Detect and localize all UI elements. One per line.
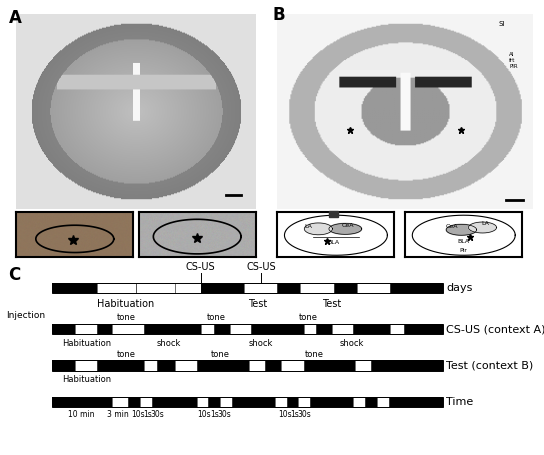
Text: LA: LA — [304, 223, 312, 228]
Text: 30s: 30s — [151, 410, 164, 419]
Text: 10s: 10s — [197, 410, 211, 419]
Text: tone: tone — [116, 349, 135, 359]
Text: B: B — [273, 6, 285, 24]
Text: 10s: 10s — [278, 410, 292, 419]
Text: tone: tone — [116, 313, 135, 322]
Text: tone: tone — [305, 349, 324, 359]
Text: 10 min: 10 min — [68, 410, 94, 419]
Text: CeA: CeA — [446, 224, 458, 229]
Polygon shape — [304, 223, 332, 235]
Text: CS-US: CS-US — [246, 262, 276, 272]
Text: AI
frt
PIR: AI frt PIR — [509, 52, 518, 69]
Text: Test (context B): Test (context B) — [446, 361, 533, 370]
Polygon shape — [329, 223, 362, 234]
Polygon shape — [412, 215, 515, 255]
Text: Test: Test — [322, 299, 341, 309]
Polygon shape — [329, 211, 338, 217]
Text: shock: shock — [249, 339, 274, 348]
Text: CS-US (context A): CS-US (context A) — [446, 324, 544, 334]
Polygon shape — [446, 224, 477, 235]
Text: CS-US: CS-US — [186, 262, 215, 272]
Text: Pir: Pir — [460, 248, 468, 253]
Text: Injection: Injection — [7, 311, 46, 320]
Polygon shape — [468, 222, 497, 233]
Text: shock: shock — [157, 339, 181, 348]
Text: Habituation: Habituation — [97, 299, 154, 309]
Text: Habituation: Habituation — [63, 375, 112, 384]
Polygon shape — [285, 215, 387, 255]
Text: A: A — [9, 9, 22, 27]
Text: tone: tone — [211, 349, 230, 359]
Text: 30s: 30s — [217, 410, 231, 419]
Text: BLA: BLA — [327, 240, 339, 245]
Text: 1s: 1s — [290, 410, 299, 419]
Text: SI: SI — [498, 21, 504, 27]
Text: 1s: 1s — [210, 410, 219, 419]
Text: LA: LA — [481, 221, 489, 226]
Text: BLA: BLA — [458, 238, 470, 243]
Text: 30s: 30s — [298, 410, 311, 419]
Text: days: days — [446, 283, 472, 293]
Text: CeA: CeA — [342, 223, 354, 228]
Text: 10s: 10s — [131, 410, 145, 419]
Text: tone: tone — [299, 313, 318, 322]
Text: tone: tone — [207, 313, 226, 322]
Text: C: C — [8, 266, 21, 284]
Text: shock: shock — [339, 339, 363, 348]
Text: Habituation: Habituation — [63, 339, 112, 348]
Text: 3 min: 3 min — [107, 410, 129, 419]
Text: Test: Test — [248, 299, 267, 309]
Text: Time: Time — [446, 397, 473, 407]
Text: 1s: 1s — [143, 410, 152, 419]
